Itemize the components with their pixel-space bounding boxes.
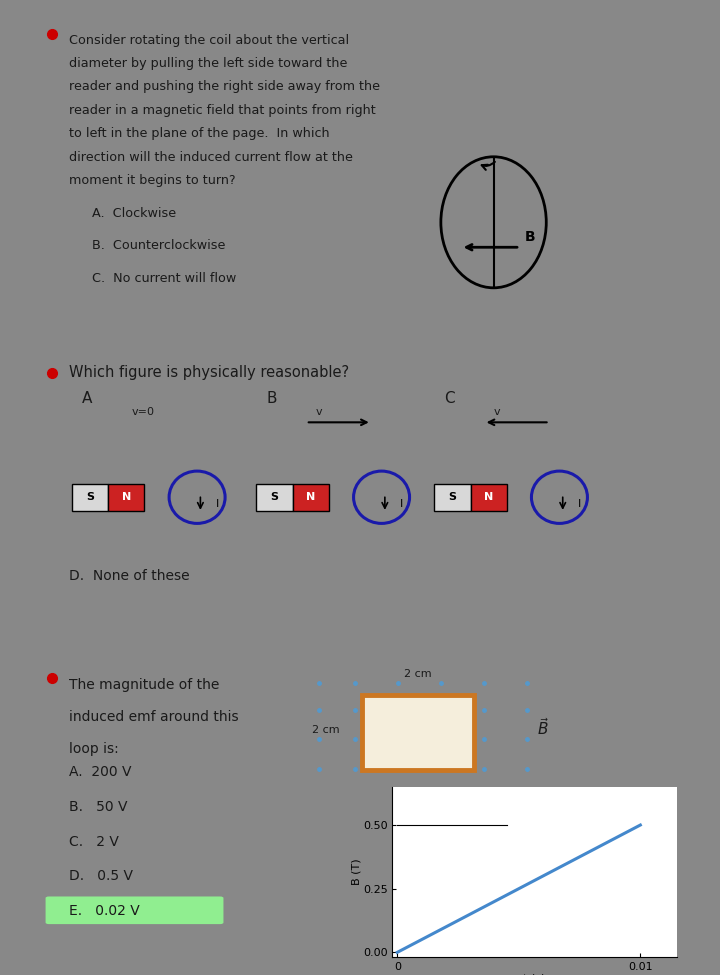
Text: C: C: [444, 391, 455, 406]
Text: A.  200 V: A. 200 V: [68, 765, 131, 779]
Bar: [362, 695, 474, 770]
Bar: [470, 484, 507, 511]
Text: reader and pushing the right side away from the: reader and pushing the right side away f…: [68, 80, 379, 94]
Text: diameter by pulling the left side toward the: diameter by pulling the left side toward…: [68, 57, 347, 70]
Text: S: S: [86, 492, 94, 502]
Text: B.  Counterclockwise: B. Counterclockwise: [91, 240, 225, 253]
Text: moment it begins to turn?: moment it begins to turn?: [68, 174, 235, 187]
Text: loop is:: loop is:: [68, 742, 118, 756]
Text: D.   0.5 V: D. 0.5 V: [68, 869, 132, 883]
Text: N: N: [484, 492, 493, 502]
Text: $\vec{B}$: $\vec{B}$: [537, 718, 549, 738]
Bar: [72, 484, 108, 511]
Text: v: v: [494, 408, 500, 417]
Text: S: S: [271, 492, 279, 502]
Text: I: I: [578, 499, 581, 509]
Text: C.  No current will flow: C. No current will flow: [91, 272, 236, 286]
Text: N: N: [122, 492, 131, 502]
Text: v=0: v=0: [131, 408, 154, 417]
Text: B: B: [524, 230, 535, 244]
FancyBboxPatch shape: [45, 896, 223, 924]
Text: A.  Clockwise: A. Clockwise: [91, 207, 176, 219]
Text: N: N: [306, 492, 315, 502]
Text: The magnitude of the: The magnitude of the: [68, 679, 219, 692]
Text: S: S: [449, 492, 456, 502]
Text: 2 cm: 2 cm: [404, 669, 431, 679]
Bar: [292, 484, 329, 511]
Text: direction will the induced current flow at the: direction will the induced current flow …: [68, 150, 353, 164]
Bar: [108, 484, 145, 511]
Text: Which figure is physically reasonable?: Which figure is physically reasonable?: [68, 366, 348, 380]
Text: A: A: [82, 391, 92, 406]
Text: B.   50 V: B. 50 V: [68, 800, 127, 814]
Bar: [434, 484, 470, 511]
Text: I: I: [215, 499, 219, 509]
X-axis label: t (s): t (s): [523, 974, 546, 975]
Text: 2 cm: 2 cm: [312, 724, 339, 734]
Text: B: B: [266, 391, 276, 406]
Text: D.  None of these: D. None of these: [68, 569, 189, 583]
Bar: [256, 484, 292, 511]
Text: C.   2 V: C. 2 V: [68, 835, 119, 848]
Text: induced emf around this: induced emf around this: [68, 710, 238, 724]
Text: to left in the plane of the page.  In which: to left in the plane of the page. In whi…: [68, 127, 329, 140]
Y-axis label: B (T): B (T): [351, 859, 361, 885]
Text: reader in a magnetic field that points from right: reader in a magnetic field that points f…: [68, 103, 375, 117]
Text: I: I: [400, 499, 403, 509]
Text: E.   0.02 V: E. 0.02 V: [68, 904, 140, 917]
Text: Consider rotating the coil about the vertical: Consider rotating the coil about the ver…: [68, 33, 348, 47]
Text: v: v: [315, 408, 323, 417]
